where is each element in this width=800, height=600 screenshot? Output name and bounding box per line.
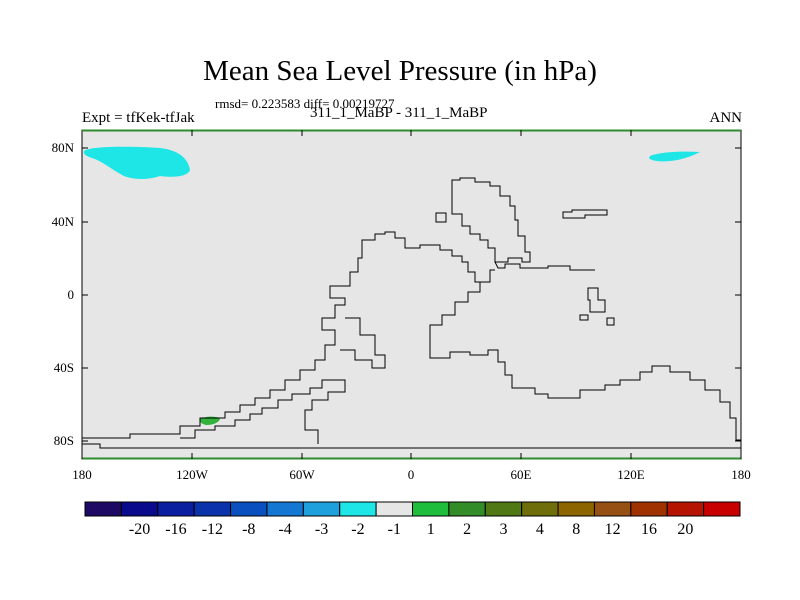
green-blob-south [199, 416, 220, 425]
coastline-main [82, 231, 741, 441]
coastline-southern-strip [82, 443, 741, 449]
lon-label-180e: 180 [731, 467, 751, 482]
coastline-arm-east [494, 261, 595, 271]
colorbar-label: -16 [165, 521, 186, 538]
lat-label-0: 0 [68, 287, 75, 302]
colorbar-label: 3 [499, 521, 507, 538]
lon-label-120e: 120E [617, 467, 645, 482]
colorbar-box [84, 501, 122, 517]
colorbar-label: -20 [129, 521, 150, 538]
map-background [81, 129, 742, 460]
colorbar-label: 20 [677, 521, 693, 538]
coastline-north-landmass [451, 177, 531, 263]
lon-label-0: 0 [408, 467, 415, 482]
lon-label-60w: 60W [289, 467, 315, 482]
coastline-small-north [435, 212, 447, 223]
colorbar-box [120, 501, 159, 517]
colorbar-box [339, 501, 377, 517]
colorbar [84, 501, 741, 517]
colorbar-label: -12 [202, 521, 223, 538]
cyan-blob-northwest [83, 146, 190, 179]
colorbar-box [302, 501, 341, 517]
lon-label-60e: 60E [511, 467, 532, 482]
lat-label-80n: 80N [52, 140, 75, 155]
chart-title: Mean Sea Level Pressure (in hPa) [203, 55, 597, 87]
coastline-small-east-4 [606, 317, 615, 326]
experiment-label: Expt = tfKek-tfJak [82, 110, 195, 126]
colorbar-box [484, 501, 523, 517]
colorbar-label: 1 [427, 521, 435, 538]
colorbar-box [448, 501, 486, 517]
colorbar-labels: -20 -16 -12 -8 -4 -3 -2 -1 1 2 3 4 8 12 16 20 [129, 521, 693, 538]
colorbar-box [666, 501, 705, 517]
coastline-inner-bay [340, 317, 386, 369]
lat-label-40n: 40N [52, 214, 75, 229]
colorbar-box [266, 501, 304, 517]
coastlines [82, 177, 741, 449]
colorbar-box [521, 501, 559, 517]
colorbar-box [557, 501, 595, 517]
case-label: 311_1_MaBP - 311_1_MaBP [310, 105, 488, 121]
colorbar-label: -4 [278, 521, 291, 538]
lat-label-40s: 40S [54, 360, 74, 375]
colorbar-label: 16 [641, 521, 657, 538]
colorbar-box [157, 501, 195, 517]
colorbar-box [593, 501, 632, 517]
stats-text: rmsd= 0.223583 diff= 0.00219727 [215, 96, 395, 111]
lon-axis [81, 130, 742, 459]
colorbar-box [230, 501, 268, 517]
colorbar-box [703, 501, 741, 517]
coastline-arm-west [480, 269, 495, 283]
lat-label-80s: 80S [54, 433, 74, 448]
lon-label-120w: 120W [176, 467, 209, 482]
colorbar-label: -8 [242, 521, 255, 538]
colorbar-label: 12 [605, 521, 621, 538]
coastline-small-east-2 [587, 287, 606, 313]
colorbar-label: 8 [572, 521, 580, 538]
colorbar-label: -3 [315, 521, 328, 538]
colorbar-label: 2 [463, 521, 471, 538]
colorbar-box [412, 501, 450, 517]
colorbar-box [193, 501, 232, 517]
coastline-small-east-3 [579, 314, 589, 321]
season-label: ANN [709, 110, 743, 126]
colorbar-label: 4 [536, 521, 544, 538]
colorbar-box [630, 501, 668, 517]
colorbar-label: -1 [388, 521, 401, 538]
lat-axis [82, 147, 741, 442]
coastline-peninsula [180, 379, 346, 444]
colorbar-label: -2 [351, 521, 364, 538]
cyan-blob-northeast [649, 151, 700, 162]
lon-label-180w: 180 [72, 467, 92, 482]
colorbar-box [375, 501, 414, 517]
coastline-small-east-1 [562, 209, 608, 219]
